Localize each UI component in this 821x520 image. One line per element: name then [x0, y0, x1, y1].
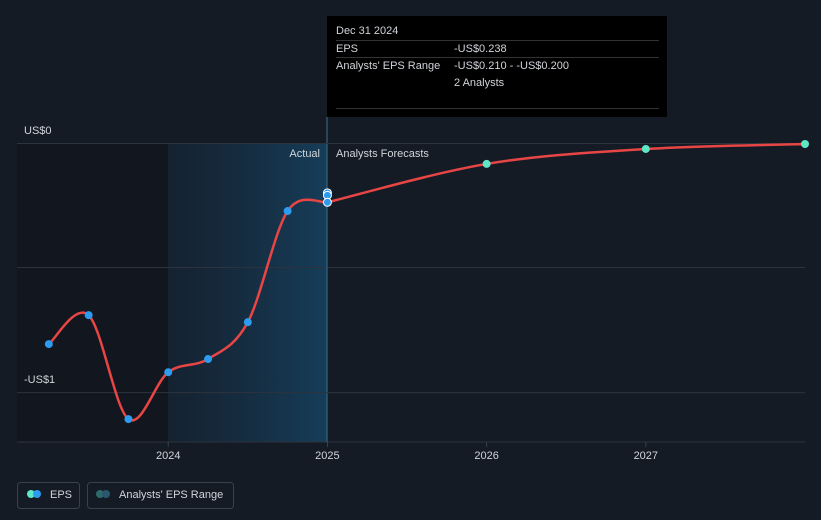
- legend-label: Analysts' EPS Range: [119, 489, 223, 501]
- tooltip-label: EPS: [336, 43, 358, 55]
- y-tick-label: -US$1: [24, 374, 55, 386]
- eps-point: [322, 197, 332, 207]
- y-tick-label: US$0: [24, 125, 52, 137]
- past-year-shade: [168, 143, 327, 442]
- eps-point: [204, 355, 213, 364]
- legend-swatch: [96, 490, 104, 498]
- section-label: Analysts Forecasts: [336, 148, 429, 160]
- forecast-point: [801, 139, 809, 148]
- forecast-point: [641, 144, 650, 153]
- eps-point: [283, 207, 292, 216]
- eps-point: [44, 340, 53, 349]
- tooltip-value: -US$0.238: [454, 43, 507, 55]
- legend-item[interactable]: [17, 482, 80, 509]
- tooltip-date: Dec 31 2024: [336, 25, 398, 37]
- x-tick-label: 2025: [315, 450, 339, 462]
- legend-label: EPS: [50, 489, 72, 501]
- x-tick-label: 2027: [634, 450, 658, 462]
- legend-item[interactable]: [87, 482, 234, 509]
- tooltip-note: 2 Analysts: [454, 77, 505, 89]
- eps-line: [47, 198, 328, 422]
- x-tick-label: 2024: [156, 450, 180, 462]
- eps-point: [164, 368, 173, 377]
- tooltip-value: -US$0.210 - -US$0.200: [454, 60, 569, 72]
- eps-point: [84, 311, 93, 320]
- legend-swatch: [33, 490, 41, 498]
- x-tick-label: 2026: [474, 450, 498, 462]
- tooltip-label: Analysts' EPS Range: [336, 60, 440, 72]
- forecast-line: [327, 142, 806, 204]
- eps-point: [124, 415, 133, 424]
- forecast-point: [482, 159, 491, 168]
- legend-swatch: [27, 490, 35, 498]
- history-shade: [17, 143, 168, 442]
- legend-swatch: [102, 490, 110, 498]
- tooltip: [327, 16, 667, 117]
- section-label: Actual: [289, 148, 320, 160]
- eps-point: [243, 318, 252, 327]
